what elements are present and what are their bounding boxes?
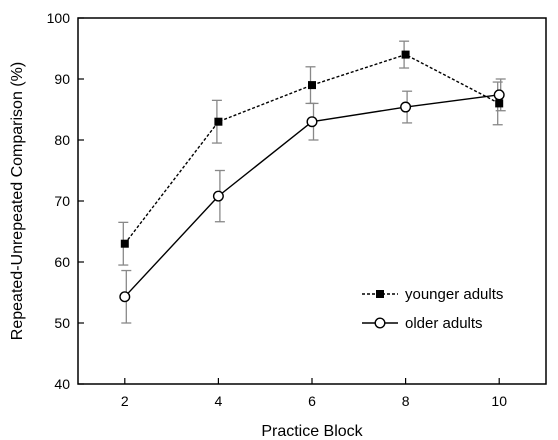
older-adults-point (306, 116, 318, 128)
younger-adults-point (401, 50, 410, 59)
older-adults-point (493, 89, 505, 101)
y-tick-label: 80 (54, 132, 70, 148)
y-axis-label: Repeated-Unrepeated Comparison (%) (9, 62, 26, 340)
legend-marker-square (376, 290, 384, 298)
younger-adults-point (214, 117, 223, 126)
older-adults-point (212, 190, 224, 202)
younger-adults-point (495, 99, 504, 108)
legend-label: older adults (405, 315, 483, 332)
x-tick-label: 4 (215, 393, 223, 409)
x-tick-label: 2 (121, 393, 129, 409)
y-tick-label: 60 (54, 254, 70, 270)
older-adults-point (400, 101, 412, 113)
younger-adults-point (120, 239, 129, 248)
y-tick-label: 100 (47, 10, 71, 26)
y-tick-label: 70 (54, 193, 70, 209)
younger-adults-point (308, 81, 316, 90)
x-tick-label: 8 (402, 393, 410, 409)
x-tick-label: 6 (308, 393, 316, 409)
x-tick-label: 10 (491, 393, 507, 409)
y-tick-label: 90 (54, 71, 70, 87)
y-tick-label: 50 (54, 315, 70, 331)
younger-adults-line (124, 53, 500, 245)
legend-marker-circle (374, 317, 386, 329)
series-lines (124, 53, 500, 298)
legend-label: younger adults (405, 286, 503, 303)
y-axis: 40 50 60 70 80 90 100 (47, 10, 84, 392)
older-adults-point (119, 291, 131, 303)
y-tick-label: 40 (54, 376, 70, 392)
x-axis-label: Practice Block (261, 423, 363, 440)
series-markers (119, 50, 505, 303)
x-axis: 2 4 6 8 10 (121, 378, 507, 409)
legend: younger adults older adults (362, 286, 503, 332)
